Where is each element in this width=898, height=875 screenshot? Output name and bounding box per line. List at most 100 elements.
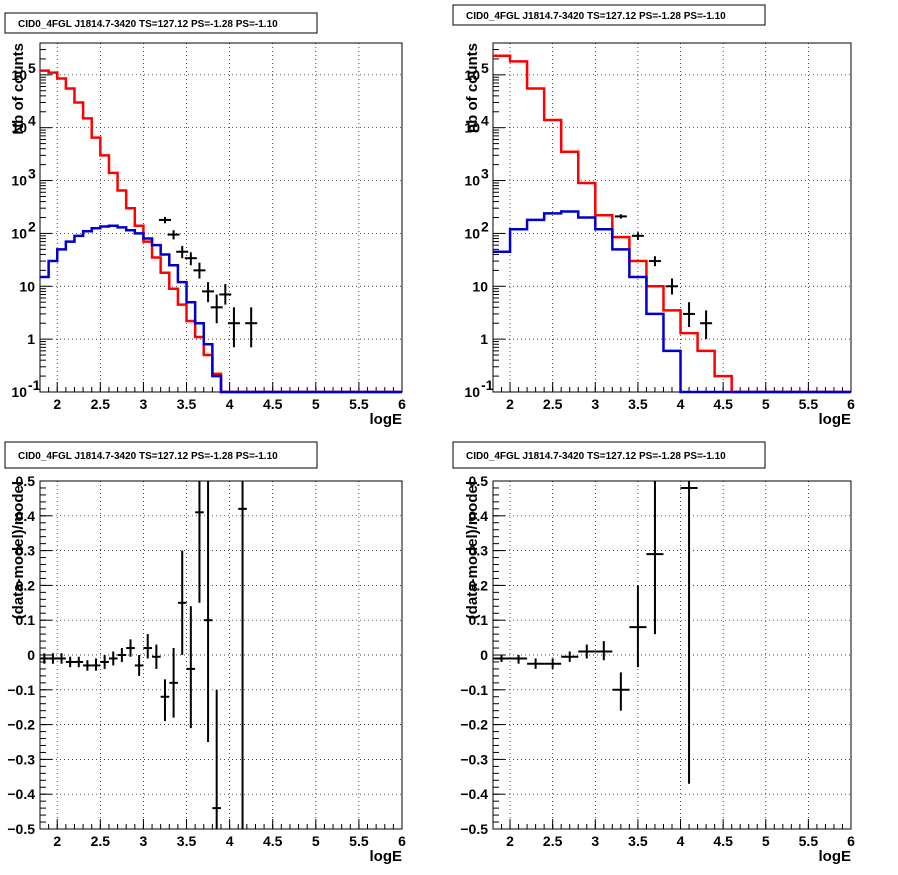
x-tick-label: 6 bbox=[398, 396, 406, 412]
data-point bbox=[158, 216, 171, 224]
data-point bbox=[210, 294, 223, 324]
y-tick-exponent: 3 bbox=[481, 166, 489, 182]
x-tick-label: 5.5 bbox=[349, 833, 369, 849]
y-tick-label: 0.1 bbox=[469, 612, 489, 628]
y-tick-label: 0.4 bbox=[469, 508, 489, 524]
y-tick-exponent: 5 bbox=[28, 60, 36, 76]
y-tick-label: 10 bbox=[464, 173, 480, 189]
data-point bbox=[614, 214, 627, 219]
y-tick-exponent: 3 bbox=[28, 166, 36, 182]
y-tick-label: −0.2 bbox=[460, 717, 488, 733]
y-tick-label: 0.5 bbox=[16, 473, 36, 489]
x-axis-label: logE bbox=[370, 411, 403, 428]
histogram-series-blue bbox=[493, 210, 851, 394]
y-tick-label: 1 bbox=[27, 331, 35, 347]
y-tick-label: −0.1 bbox=[460, 682, 488, 698]
data-point bbox=[167, 230, 180, 240]
y-tick-label: 10 bbox=[11, 173, 27, 189]
x-tick-label: 5.5 bbox=[799, 396, 819, 412]
y-tick-exponent: 2 bbox=[28, 218, 36, 234]
data-point bbox=[184, 252, 197, 266]
data-point bbox=[57, 653, 66, 664]
data-point bbox=[134, 655, 144, 676]
x-tick-label: 2 bbox=[506, 833, 514, 849]
y-tick-label: 10 bbox=[464, 120, 480, 136]
x-tick-label: 3 bbox=[591, 396, 599, 412]
y-tick-exponent: 4 bbox=[481, 113, 489, 129]
y-tick-label: 10 bbox=[464, 67, 480, 83]
title-box bbox=[4, 12, 318, 34]
plot-frame bbox=[492, 480, 852, 830]
data-point bbox=[152, 644, 161, 669]
data-point bbox=[193, 262, 206, 279]
data-point bbox=[227, 307, 240, 348]
data-point bbox=[108, 651, 118, 666]
y-tick-label: 0.4 bbox=[16, 508, 36, 524]
data-point bbox=[160, 679, 170, 722]
y-tick-label: 0.1 bbox=[16, 612, 36, 628]
chart-title: CID0_4FGL J1814.7-3420 TS=127.12 PS=-1.2… bbox=[466, 11, 726, 22]
y-tick-label: 0 bbox=[480, 647, 488, 663]
data-point bbox=[74, 656, 84, 668]
x-tick-label: 5 bbox=[762, 396, 770, 412]
x-tick-label: 5 bbox=[762, 833, 770, 849]
x-tick-label: 3 bbox=[591, 833, 599, 849]
chart-title: CID0_4FGL J1814.7-3420 TS=127.12 PS=-1.2… bbox=[18, 19, 278, 30]
title-box bbox=[4, 441, 318, 469]
y-axis-label: nb of counts bbox=[464, 43, 481, 133]
x-tick-label: 2 bbox=[506, 396, 514, 412]
x-tick-label: 4 bbox=[226, 833, 234, 849]
y-tick-label: 1 bbox=[480, 331, 488, 347]
y-axis-label: Nb of counts bbox=[10, 43, 27, 135]
data-point bbox=[666, 278, 678, 295]
x-tick-label: 3.5 bbox=[177, 396, 197, 412]
x-tick-label: 2 bbox=[53, 833, 61, 849]
x-tick-label: 4 bbox=[226, 396, 234, 412]
y-tick-label: 0.2 bbox=[16, 577, 36, 593]
plot-frame bbox=[492, 42, 852, 393]
data-point bbox=[177, 550, 187, 655]
y-tick-label: −0.1 bbox=[7, 682, 35, 698]
y-axis-label: (data-model)/model bbox=[10, 481, 27, 619]
y-tick-label: 10 bbox=[472, 278, 488, 294]
x-tick-label: 3 bbox=[140, 396, 148, 412]
title-box bbox=[452, 4, 766, 26]
data-point bbox=[143, 634, 153, 659]
x-tick-label: 5 bbox=[312, 396, 320, 412]
data-point bbox=[595, 641, 613, 661]
y-axis-label: (data-model)/model bbox=[464, 481, 481, 619]
data-point bbox=[631, 232, 644, 241]
data-point bbox=[629, 585, 647, 668]
data-point bbox=[527, 658, 545, 669]
data-point bbox=[40, 653, 49, 664]
x-tick-label: 3.5 bbox=[628, 396, 648, 412]
y-tick-label: 10 bbox=[11, 67, 27, 83]
data-point bbox=[203, 481, 213, 742]
data-point bbox=[680, 481, 698, 784]
data-point bbox=[578, 644, 596, 659]
x-tick-label: 3 bbox=[140, 833, 148, 849]
y-tick-label: −0.5 bbox=[460, 821, 488, 837]
data-point bbox=[117, 648, 127, 662]
data-point bbox=[648, 256, 661, 267]
data-point bbox=[245, 307, 258, 348]
x-tick-label: 2.5 bbox=[543, 833, 563, 849]
y-tick-label: 10 bbox=[19, 278, 35, 294]
y-tick-label: 10 bbox=[11, 120, 27, 136]
data-point bbox=[510, 655, 528, 664]
y-tick-label: −0.3 bbox=[7, 751, 35, 767]
x-tick-label: 5 bbox=[312, 833, 320, 849]
x-tick-label: 4 bbox=[677, 833, 685, 849]
data-point bbox=[169, 648, 178, 718]
y-tick-exponent: -1 bbox=[28, 377, 41, 393]
x-tick-label: 2.5 bbox=[91, 396, 111, 412]
data-point bbox=[176, 245, 189, 259]
title-box bbox=[452, 441, 766, 469]
y-tick-exponent: 4 bbox=[28, 113, 36, 129]
x-tick-label: 4.5 bbox=[263, 396, 283, 412]
x-tick-label: 2.5 bbox=[543, 396, 563, 412]
y-tick-label: 0.2 bbox=[469, 577, 489, 593]
x-axis-label: logE bbox=[819, 411, 852, 428]
